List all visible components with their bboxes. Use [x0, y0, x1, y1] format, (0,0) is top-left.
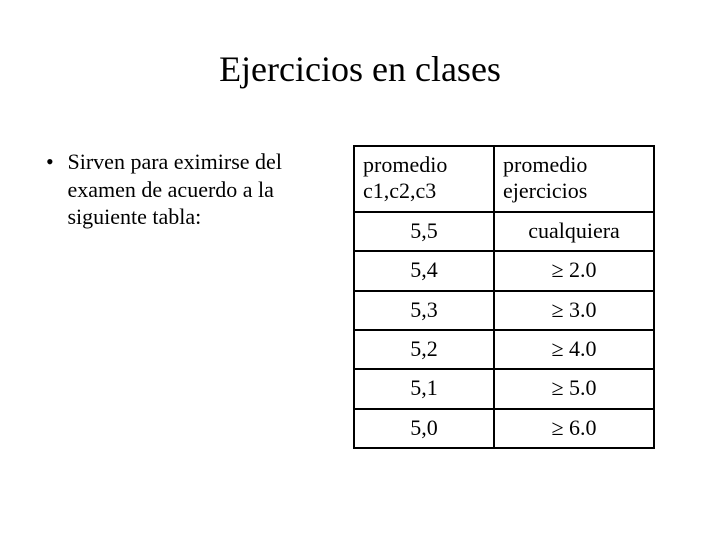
table-cell: 5,1: [354, 369, 494, 408]
table-cell: 5,3: [354, 291, 494, 330]
table-row: 5,4 ≥ 2.0: [354, 251, 654, 290]
page-title: Ejercicios en clases: [0, 48, 720, 90]
table-cell: 5,4: [354, 251, 494, 290]
table-row: 5,0 ≥ 6.0: [354, 409, 654, 448]
table-cell: ≥ 3.0: [494, 291, 654, 330]
table-cell: 5,5: [354, 212, 494, 251]
table-row: 5,3 ≥ 3.0: [354, 291, 654, 330]
bullet-text: Sirven para eximirse del examen de acuer…: [68, 148, 330, 231]
grade-table: promedio c1,c2,c3 promedio ejercicios 5,…: [353, 145, 655, 449]
table-cell: ≥ 4.0: [494, 330, 654, 369]
table-row: 5,5 cualquiera: [354, 212, 654, 251]
bullet-item: • Sirven para eximirse del examen de acu…: [46, 148, 336, 231]
table-row: 5,1 ≥ 5.0: [354, 369, 654, 408]
bullet-dot-icon: •: [46, 148, 62, 176]
table-header-cell: promedio c1,c2,c3: [354, 146, 494, 212]
table-header-row: promedio c1,c2,c3 promedio ejercicios: [354, 146, 654, 212]
table-cell: 5,0: [354, 409, 494, 448]
table-row: 5,2 ≥ 4.0: [354, 330, 654, 369]
table-cell: ≥ 6.0: [494, 409, 654, 448]
table-cell: cualquiera: [494, 212, 654, 251]
table-cell: 5,2: [354, 330, 494, 369]
table-cell: ≥ 5.0: [494, 369, 654, 408]
table-header-cell: promedio ejercicios: [494, 146, 654, 212]
table-cell: ≥ 2.0: [494, 251, 654, 290]
